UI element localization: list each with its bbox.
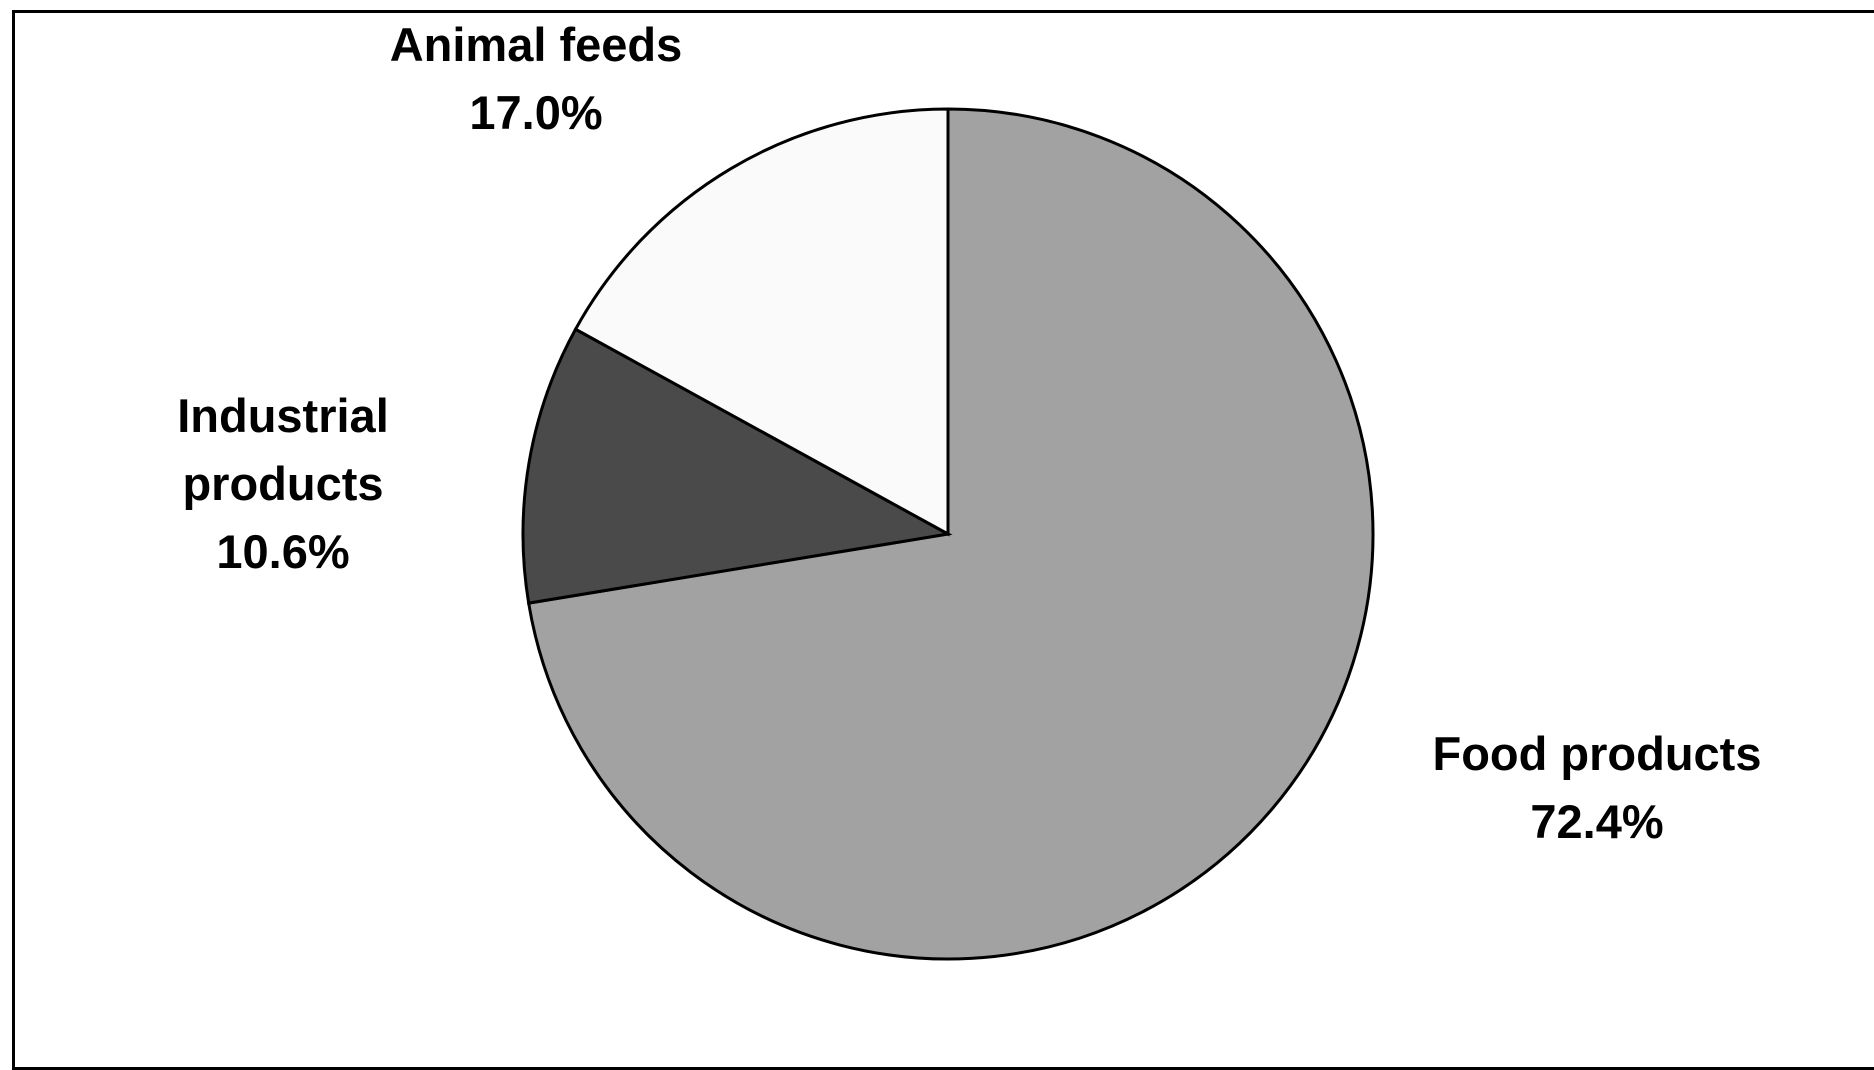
pie-slice-animal-feeds — [573, 107, 950, 537]
slice-label-animal-feeds: Animal feeds 17.0% — [390, 18, 683, 139]
slice-label-food-products: Food products 72.4% — [1433, 727, 1762, 848]
slice-label-line: Food products — [1433, 727, 1762, 780]
slice-label-line: products — [182, 457, 383, 510]
slice-label-line: 10.6% — [216, 525, 349, 578]
pie-labels: Food products 72.4% Industrial products 10.6… — [177, 18, 1761, 848]
slice-label-industrial: Industrial products 10.6% — [177, 389, 389, 578]
pie-slice-industrial — [521, 327, 953, 605]
pie-slices — [521, 107, 1375, 961]
slice-label-line: 72.4% — [1530, 795, 1663, 848]
slice-label-line: 17.0% — [469, 86, 602, 139]
slice-label-line: Animal feeds — [390, 18, 683, 71]
slice-label-line: Industrial — [177, 389, 389, 442]
